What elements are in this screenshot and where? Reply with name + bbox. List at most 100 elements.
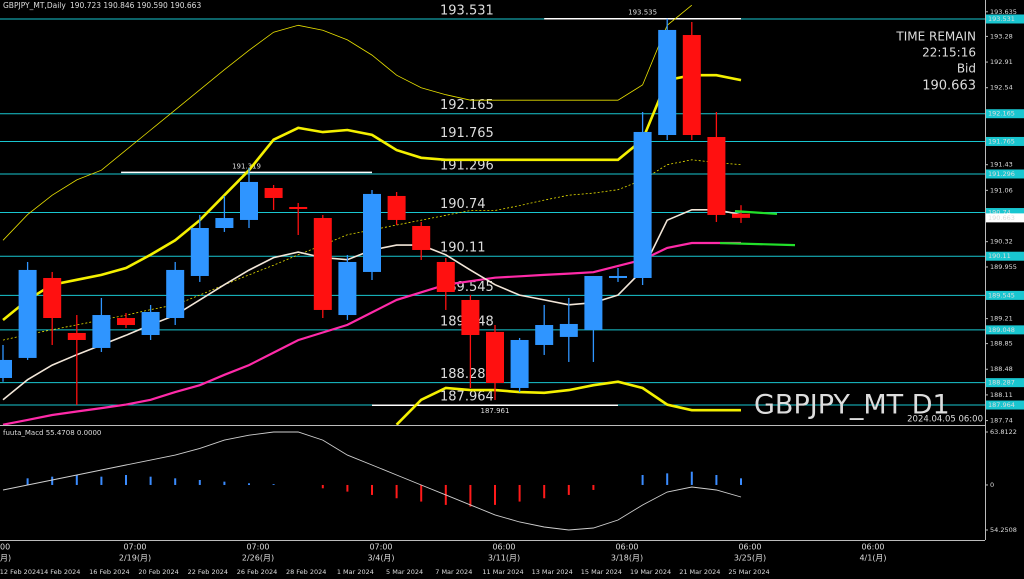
x-tick-label: 14 Feb 2024: [40, 568, 80, 576]
trend-line: [734, 210, 778, 216]
week-time-label: 06:00: [738, 543, 761, 552]
level-axis-label: 191.296: [988, 170, 1015, 178]
candle-body: [436, 261, 455, 293]
macd-bar: [26, 478, 29, 485]
macd-bar: [395, 484, 398, 499]
x-tick-label: 7 Mar 2024: [435, 568, 472, 576]
level-label: 193.531: [440, 3, 494, 18]
level-axis-label: 188.287: [988, 379, 1015, 387]
ohlc-header: 190.723 190.846 190.590 190.663: [70, 1, 201, 10]
macd-y-tick-label: 0: [990, 481, 994, 489]
bid-axis-box: [986, 213, 1024, 223]
level-axis-label: 190.74: [988, 209, 1011, 217]
macd-bar: [51, 476, 54, 485]
week-time-label: 07:00: [246, 543, 269, 552]
y-tick-label: 187.74: [990, 417, 1013, 425]
chart-title: GBPJPY_MT,Daily: [3, 1, 66, 10]
candle-body: [18, 269, 37, 358]
level-axis-box: [986, 14, 1024, 24]
indicator-line: [2, 73, 742, 322]
level-label: 191.296: [440, 158, 494, 173]
macd-bar: [592, 484, 595, 490]
x-tick-label: 28 Feb 2024: [286, 568, 326, 576]
candle-body: [412, 225, 431, 250]
candle-body: [313, 218, 332, 310]
y-tick-label: 188.48: [990, 365, 1013, 373]
level-axis-box: [986, 400, 1024, 410]
candle-body: [732, 213, 750, 218]
candle-body: [682, 35, 701, 136]
macd-bar: [125, 475, 127, 485]
candle-body: [338, 261, 357, 316]
macd-bar: [321, 484, 324, 489]
macd-bar: [666, 473, 669, 485]
level-axis-box: [986, 290, 1024, 300]
candle-body: [363, 193, 381, 272]
y-tick-label: 193.28: [990, 32, 1013, 40]
level-axis-box: [986, 378, 1024, 388]
level-axis-box: [986, 208, 1024, 218]
macd-title: fuuta_Macd 55.4708 0.0000: [3, 429, 101, 437]
level-axis-box: [986, 136, 1024, 146]
y-tick-label: 191.06: [990, 186, 1013, 194]
level-label: 187.964: [440, 390, 494, 405]
level-label: 192.165: [440, 98, 494, 113]
week-time-label: 06:00: [492, 543, 515, 552]
week-date-label: 月): [0, 554, 11, 563]
level-axis-box: [986, 109, 1024, 119]
x-tick-label: 11 Mar 2024: [482, 568, 523, 576]
x-tick-label: 12 Feb 2024: [0, 568, 40, 576]
y-tick-label: 191.43: [990, 161, 1013, 169]
macd-y-tick-label: 54.2508: [990, 526, 1017, 534]
x-tick-label: 19 Mar 2024: [630, 568, 671, 576]
level-label: 191.765: [440, 126, 494, 141]
candle-body: [67, 332, 86, 340]
candle-body: [215, 218, 234, 228]
macd-bar: [518, 484, 521, 502]
candle-body: [264, 187, 283, 198]
time-remain-label: TIME REMAIN: [895, 30, 976, 44]
level-axis-label: 189.048: [988, 326, 1015, 334]
candle-body: [289, 206, 308, 209]
week-date-label: 2/26(月): [242, 554, 274, 563]
macd-bar: [715, 475, 718, 485]
macd-bar: [198, 479, 201, 485]
macd-bar: [223, 481, 226, 485]
y-tick-label: 190.32: [990, 238, 1013, 246]
level-label: 188.287: [440, 367, 494, 382]
x-tick-label: 21 Mar 2024: [679, 568, 720, 576]
candle-body: [0, 359, 12, 378]
macd-bar: [543, 484, 546, 499]
level-label: 190.74: [440, 197, 486, 212]
macd-bar: [100, 476, 103, 485]
week-time-label: 07:00: [123, 543, 146, 552]
candle-body: [535, 325, 554, 345]
level-axis-label: 187.964: [988, 401, 1015, 409]
macd-bar: [149, 476, 152, 485]
peak-label: 191.319: [232, 162, 261, 170]
timestamp: 2024.04.05 06:00: [907, 415, 983, 425]
y-tick-label: 193.635: [990, 8, 1017, 16]
x-tick-label: 15 Mar 2024: [581, 568, 622, 576]
x-tick-label: 1 Mar 2024: [337, 568, 374, 576]
level-axis-box: [986, 169, 1024, 179]
macd-bar: [469, 484, 472, 507]
candle-body: [486, 331, 504, 383]
y-tick-label: 188.11: [990, 391, 1013, 399]
week-time-label: 06:00: [861, 543, 884, 552]
candle-body: [117, 318, 135, 326]
candle-body: [190, 227, 209, 276]
macd-bar: [248, 483, 250, 485]
symbol-label: GBPJPY_MT D1: [754, 390, 950, 421]
level-axis-label: 192.165: [988, 110, 1015, 118]
candle-body: [584, 275, 603, 331]
x-tick-label: 13 Mar 2024: [532, 568, 573, 576]
candle-body: [510, 339, 529, 388]
macd-bar: [740, 478, 742, 485]
macd-y-tick-label: 63.8122: [990, 428, 1017, 436]
candle-body: [43, 277, 62, 319]
macd-bar: [567, 484, 570, 495]
y-tick-label: 192.91: [990, 58, 1013, 66]
candle-body: [141, 311, 160, 335]
peak-label: 193.535: [628, 9, 657, 17]
